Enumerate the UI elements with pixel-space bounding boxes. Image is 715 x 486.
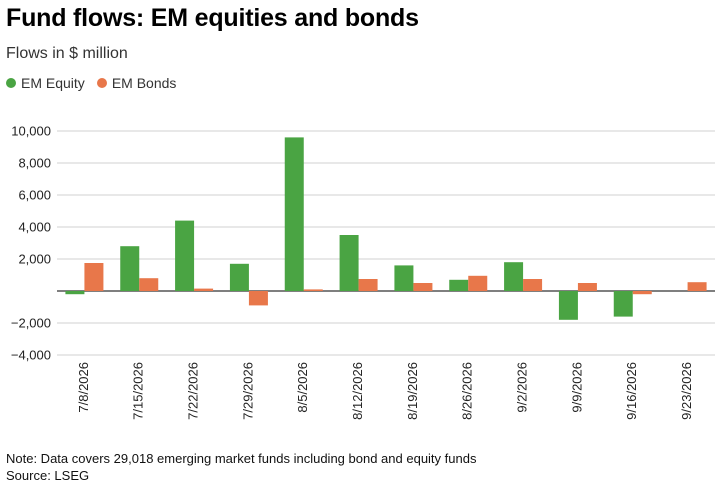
y-tick-label: 8,000: [18, 156, 51, 171]
bar-em-bonds: [468, 275, 488, 291]
bar-em-equity: [613, 291, 633, 317]
x-tick-label: 9/2/2026: [515, 362, 530, 413]
bar-em-bonds: [577, 283, 597, 291]
x-tick-label: 7/29/2026: [240, 362, 255, 420]
x-tick-label: 7/15/2026: [131, 362, 146, 420]
bar-em-bonds: [194, 288, 214, 291]
legend-swatch-em-equity: [6, 78, 16, 88]
legend-item-em-bonds: EM Bonds: [96, 75, 177, 91]
x-tick-label: 9/23/2026: [679, 362, 694, 420]
y-tick-label: 2,000: [18, 252, 51, 267]
bar-em-bonds: [632, 291, 652, 295]
x-tick-label: 7/22/2026: [186, 362, 201, 420]
bar-em-bonds: [687, 282, 707, 291]
bar-em-equity: [175, 220, 195, 291]
y-tick-label: −2,000: [11, 316, 51, 331]
y-tick-label: 4,000: [18, 220, 51, 235]
bar-em-equity: [65, 291, 85, 295]
legend-label-em-equity: EM Equity: [21, 75, 85, 91]
chart-subtitle: Flows in $ million: [6, 45, 128, 62]
bar-em-equity: [449, 279, 469, 291]
bar-em-equity: [558, 291, 578, 320]
bar-em-equity: [339, 235, 359, 291]
x-tick-label: 9/16/2026: [624, 362, 639, 420]
bar-em-bonds: [413, 283, 433, 291]
bar-chart: −4,000 −2,000 2,000 4,000 6,000 8,000 10,000 7/…: [11, 124, 715, 420]
bar-em-equity: [284, 137, 304, 291]
x-tick-label: 8/19/2026: [405, 362, 420, 420]
bar-em-equity: [120, 246, 140, 291]
x-tick-label: 8/5/2026: [295, 362, 310, 413]
y-tick-label: 10,000: [11, 124, 51, 139]
bar-em-equity: [504, 262, 524, 291]
legend-swatch-em-bonds: [96, 78, 107, 88]
bar-em-bonds: [523, 279, 543, 291]
chart-note: Note: Data covers 29,018 emerging market…: [6, 451, 477, 466]
x-tick-label: 8/26/2026: [460, 362, 475, 420]
y-tick-label: −4,000: [11, 348, 51, 363]
legend-item-em-equity: EM Equity: [6, 75, 85, 91]
bar-em-equity: [229, 263, 249, 291]
legend: EM Equity EM Bonds: [6, 75, 188, 91]
x-tick-label: 7/8/2026: [76, 362, 91, 413]
bar-em-bonds: [139, 278, 159, 291]
y-tick-label: 6,000: [18, 188, 51, 203]
x-tick-label: 9/9/2026: [569, 362, 584, 413]
bar-em-equity: [394, 265, 414, 291]
x-tick-label: 8/12/2026: [350, 362, 365, 420]
chart-title: Fund flows: EM equities and bonds: [6, 4, 419, 32]
bar-em-bonds: [303, 289, 323, 291]
chart-source: Source: LSEG: [6, 468, 90, 483]
bar-em-bonds: [358, 279, 378, 291]
bar-em-bonds: [248, 291, 268, 306]
bar-em-bonds: [84, 263, 104, 291]
legend-label-em-bonds: EM Bonds: [111, 75, 177, 91]
